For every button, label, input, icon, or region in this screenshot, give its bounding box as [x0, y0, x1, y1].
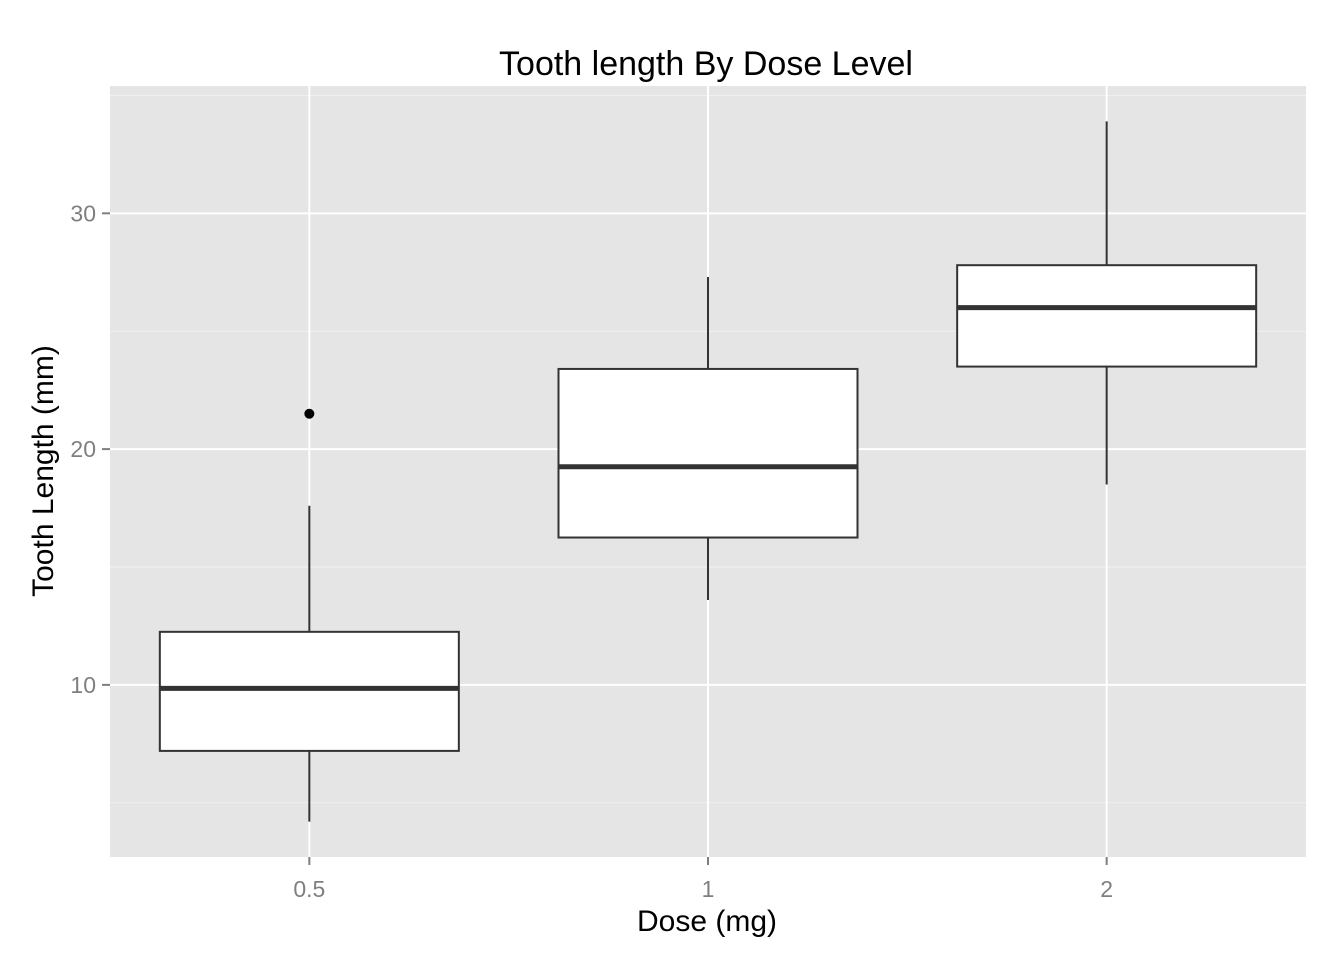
axes: 10 20 30 0.5 1 2: [70, 200, 1113, 902]
y-tick-label: 30: [70, 200, 96, 226]
x-tick-label: 2: [1100, 876, 1113, 902]
box-0.5: [158, 408, 460, 822]
y-tick-label: 10: [70, 672, 96, 698]
y-axis-title: Tooth Length (mm): [27, 345, 60, 597]
box-iqr: [158, 630, 460, 752]
box-series: [158, 121, 1258, 822]
outlier-point: [304, 408, 315, 419]
x-tick-label: 1: [702, 876, 715, 902]
box-1: [557, 276, 859, 600]
box-iqr: [956, 264, 1258, 368]
box-2: [956, 121, 1258, 485]
box-iqr: [557, 367, 859, 539]
y-tick-label: 20: [70, 436, 96, 462]
chart-title: Tooth length By Dose Level: [499, 45, 913, 83]
x-tick-label: 0.5: [293, 876, 325, 902]
x-axis-title: Dose (mg): [637, 905, 777, 938]
